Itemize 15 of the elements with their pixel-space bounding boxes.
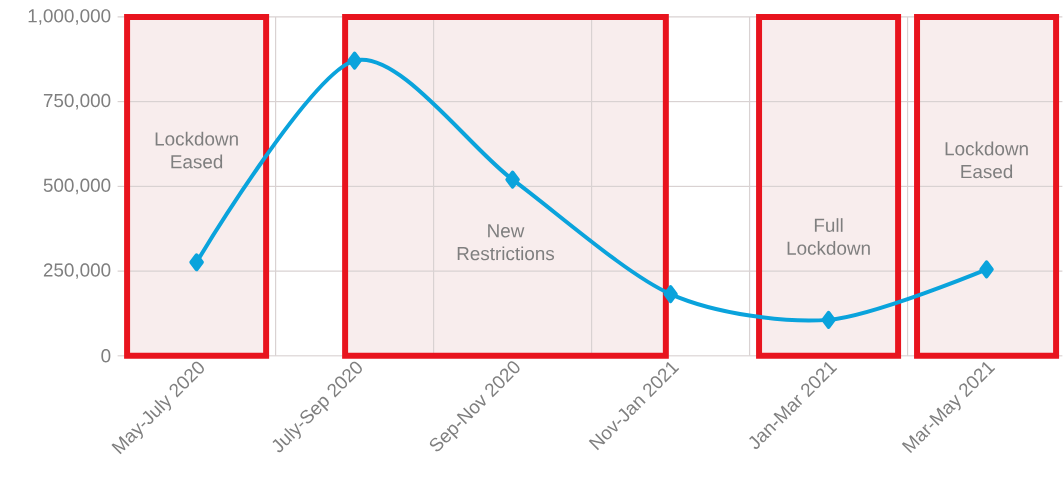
point (663, 284, 678, 303)
y-tick-label: 250,000 (43, 263, 111, 279)
y-tick-label: 750,000 (43, 93, 111, 110)
y-tick-label: 0 (101, 348, 111, 363)
point (189, 253, 204, 272)
band-label: Full Lockdown (787, 218, 870, 255)
point (505, 170, 520, 189)
point (979, 260, 994, 279)
band-label: Lockdown Eased (155, 131, 238, 169)
point (347, 51, 362, 70)
band-label: New Restrictions (457, 224, 555, 261)
band-label: Lockdown Eased (945, 141, 1028, 179)
y-tick-label: 500,000 (43, 178, 111, 194)
point (821, 310, 836, 329)
y-tick-label: 1,000,000 (28, 8, 111, 25)
